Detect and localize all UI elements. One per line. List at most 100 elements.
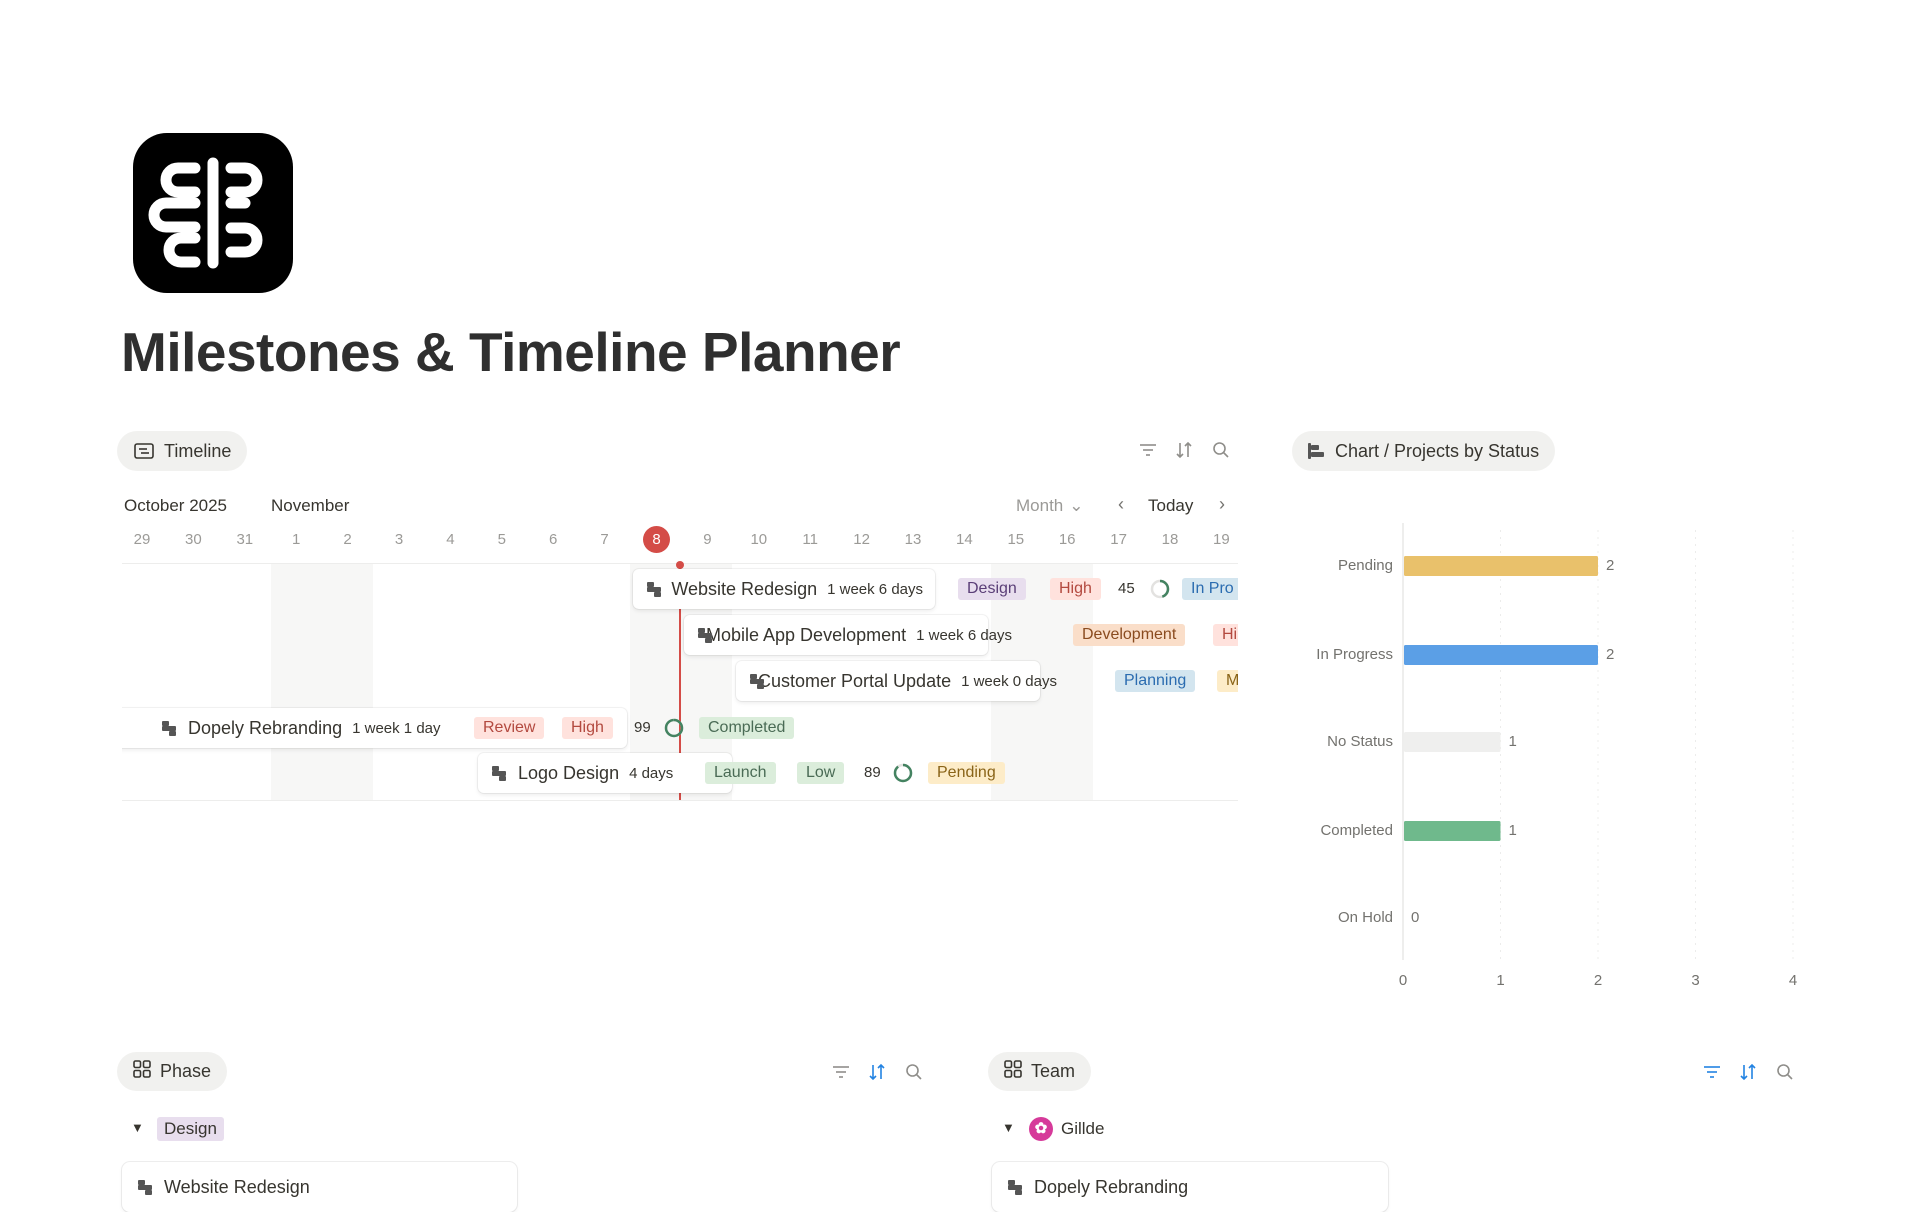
- today-line: [679, 566, 681, 800]
- category-label: No Status: [1327, 733, 1393, 750]
- search-icon[interactable]: [1210, 439, 1232, 461]
- day-number: 16: [1058, 531, 1076, 548]
- item-priority-tag: High: [1050, 578, 1101, 600]
- bar-completed[interactable]: [1404, 821, 1501, 841]
- card-title: Dopely Rebranding: [1034, 1176, 1189, 1197]
- bar-no-status[interactable]: [1404, 732, 1501, 752]
- day-number: 17: [1110, 531, 1127, 548]
- bar-pending[interactable]: [1404, 556, 1598, 576]
- page-icon-logo: [133, 133, 293, 293]
- month-label-next: November: [271, 496, 350, 515]
- group-collapse-toggle[interactable]: ▼: [131, 1120, 144, 1135]
- day-number: 14: [956, 531, 973, 548]
- item-priority-tag: M: [1217, 670, 1238, 692]
- today-button[interactable]: Today: [1148, 496, 1194, 515]
- project-icon: [490, 765, 508, 781]
- item-duration: 1 week 6 days: [916, 626, 1013, 644]
- value-label: 0: [1411, 909, 1420, 926]
- filter-icon[interactable]: [1137, 439, 1159, 461]
- tab-phase-label: Phase: [160, 1061, 212, 1081]
- value-label: 2: [1606, 557, 1615, 574]
- item-status-tag: Completed: [699, 717, 795, 739]
- tab-phase[interactable]: Phase: [117, 1052, 228, 1091]
- timeline-rows: Website Redesign 1 week 6 days Design High…: [122, 569, 1238, 793]
- tab-timeline-label: Timeline: [164, 440, 232, 461]
- tab-timeline[interactable]: Timeline: [117, 431, 248, 471]
- bar-in-progress[interactable]: [1404, 645, 1598, 665]
- item-status-tag: Pending: [928, 762, 1005, 784]
- value-label: 1: [1508, 733, 1517, 750]
- item-priority-tag: High: [562, 717, 613, 739]
- category-label: Pending: [1337, 557, 1393, 574]
- next-period-button[interactable]: ›: [1219, 494, 1225, 514]
- today-dot: [676, 561, 684, 569]
- day-number: 11: [802, 531, 818, 548]
- x-tick-label: 0: [1398, 972, 1408, 989]
- timeline-item[interactable]: Website Redesign 1 week 6 days: [633, 569, 935, 609]
- item-duration: 1 week 6 days: [827, 580, 923, 598]
- filter-icon[interactable]: [830, 1061, 852, 1083]
- day-number: 31: [236, 531, 254, 548]
- progress-ring-icon: [1150, 579, 1170, 599]
- x-tick-label: 3: [1691, 972, 1700, 989]
- item-phase-tag: Design: [958, 578, 1026, 600]
- project-icon: [645, 581, 661, 597]
- item-phase-tag: Development: [1073, 624, 1186, 646]
- timeline-bottom-divider: [122, 800, 1238, 801]
- item-duration: 1 week 1 day: [352, 719, 441, 737]
- item-title: Website Redesign: [671, 578, 818, 599]
- logo-glyph-icon: [148, 157, 263, 269]
- sort-icon[interactable]: [866, 1061, 888, 1083]
- search-icon[interactable]: [1774, 1061, 1796, 1083]
- day-number: 3: [394, 531, 404, 548]
- day-number: 4: [446, 531, 455, 548]
- project-icon: [136, 1179, 154, 1195]
- day-number: 10: [750, 531, 768, 548]
- scale-value: Month: [1016, 496, 1064, 515]
- timeline-item[interactable]: Customer Portal Update 1 week 0 days: [736, 661, 1057, 701]
- filter-icon[interactable]: [1701, 1061, 1723, 1083]
- project-icon: [1006, 1179, 1024, 1195]
- progress-ring-icon: [893, 763, 913, 783]
- day-number: 12: [853, 531, 870, 548]
- item-title: Customer Portal Update: [758, 670, 952, 691]
- team-avatar-icon: ✿: [1029, 1117, 1053, 1141]
- timeline-item[interactable]: Mobile App Development 1 week 6 days: [684, 615, 1012, 655]
- item-title: Mobile App Development: [706, 624, 907, 645]
- day-number: 13: [904, 531, 922, 548]
- search-icon[interactable]: [903, 1061, 925, 1083]
- chevron-down-icon: ⌄: [1069, 496, 1084, 515]
- prev-period-button[interactable]: ‹: [1118, 494, 1124, 514]
- day-number: 2: [343, 531, 352, 548]
- item-duration: 4 days: [629, 764, 674, 782]
- x-tick-label: 4: [1788, 972, 1798, 989]
- sort-icon[interactable]: [1173, 439, 1195, 461]
- x-tick-label: 1: [1496, 972, 1505, 989]
- progress-ring-icon: [664, 718, 684, 738]
- sort-icon[interactable]: [1737, 1061, 1759, 1083]
- timeline-item[interactable]: Dopely Rebranding 1 week 1 day: [122, 708, 627, 748]
- scale-dropdown[interactable]: Month ⌄: [1016, 496, 1084, 516]
- tab-team[interactable]: Team: [988, 1052, 1092, 1091]
- item-priority-tag: Low: [797, 762, 845, 784]
- item-duration: 1 week 0 days: [961, 672, 1057, 690]
- group-collapse-toggle[interactable]: ▼: [1002, 1120, 1015, 1135]
- timeline-item[interactable]: Logo Design 4 days: [478, 753, 732, 793]
- category-label: On Hold: [1337, 909, 1393, 926]
- item-phase-tag: Launch: [705, 762, 776, 784]
- day-number: 6: [549, 531, 558, 548]
- bar-chart-icon: [1308, 443, 1326, 459]
- item-phase-tag: Planning: [1115, 670, 1196, 692]
- value-label: 1: [1508, 822, 1517, 839]
- timeline-view-icon: [133, 440, 155, 462]
- status-bar-chart: [1402, 523, 1794, 960]
- item-title: Dopely Rebranding: [188, 717, 343, 738]
- category-label: Completed: [1320, 822, 1393, 839]
- project-icon: [160, 720, 178, 736]
- tab-chart[interactable]: Chart / Projects by Status: [1292, 431, 1556, 471]
- item-title: Logo Design: [518, 762, 620, 783]
- card-title: Website Redesign: [164, 1176, 310, 1197]
- month-label-current: October 2025: [124, 496, 228, 515]
- group-label-team: Gillde: [1061, 1119, 1105, 1138]
- day-number: 29: [133, 531, 151, 548]
